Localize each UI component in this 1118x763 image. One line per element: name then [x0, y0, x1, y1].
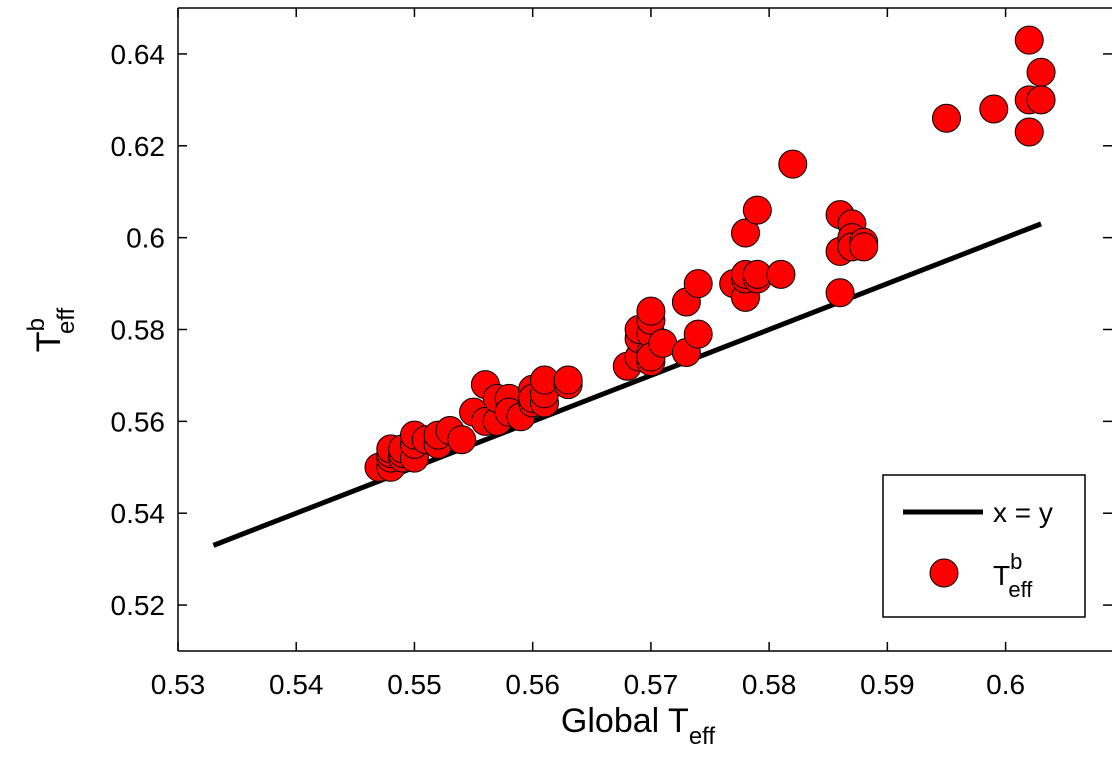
scatter-point: [1026, 57, 1056, 87]
scatter-point: [683, 269, 713, 299]
legend-marker-label-sup: b: [1010, 549, 1022, 574]
legend-marker-label-main: T: [993, 560, 1010, 591]
y-tick-label: 0.56: [111, 406, 166, 437]
y-tick-label: 0.52: [111, 590, 166, 621]
scatter-point: [553, 365, 583, 395]
legend: x = y Tb eff: [882, 474, 1086, 618]
legend-box: [882, 474, 1086, 618]
y-axis-label: Tb eff: [23, 307, 80, 352]
x-axis-label-sub: eff: [689, 723, 716, 750]
scatter-point: [849, 232, 879, 262]
scatter-point: [683, 319, 713, 349]
x-tick-label: 0.58: [742, 669, 797, 700]
scatter-point: [825, 278, 855, 308]
y-tick-label: 0.64: [111, 39, 166, 70]
x-tick-label: 0.57: [624, 669, 679, 700]
legend-line-label: x = y: [993, 497, 1053, 528]
x-tick-label: 0.54: [269, 669, 324, 700]
series-line-x-equals-y: [212, 221, 1042, 548]
x-tick-label: 0.56: [505, 669, 560, 700]
x-axis-label-main: Global T: [561, 702, 689, 740]
scatter-point: [931, 103, 961, 133]
scatter-point: [636, 296, 666, 326]
scatter-point: [742, 195, 772, 225]
legend-marker-swatch: [929, 558, 959, 588]
x-tick-label: 0.6: [986, 669, 1025, 700]
legend-marker-label-sub: eff: [1008, 577, 1033, 602]
y-tick-label: 0.62: [111, 131, 166, 162]
ticks-layer: 0.53 0.54 0.55 0.56 0.57 0.58 0.59 0.6 0.52 0.54 0…: [111, 8, 1112, 700]
x-tick-label: 0.59: [860, 669, 915, 700]
scatter-point: [1014, 25, 1044, 55]
scatter-point: [766, 259, 796, 289]
y-axis-label-main: T: [30, 331, 68, 352]
y-axis-label-sup: b: [23, 318, 50, 331]
scatter-point: [1014, 117, 1044, 147]
y-tick-label: 0.6: [126, 223, 165, 254]
x-axis-label: Global Teff: [561, 702, 715, 750]
y-axis-label-sub: eff: [53, 307, 80, 334]
scatter-point: [979, 94, 1009, 124]
y-tick-label: 0.58: [111, 315, 166, 346]
x-tick-label: 0.55: [387, 669, 442, 700]
legend-marker-label: Tb eff: [993, 549, 1033, 602]
y-tick-label: 0.54: [111, 498, 166, 529]
scatter-point: [730, 218, 760, 248]
scatter-point: [778, 149, 808, 179]
scatter-point: [1026, 85, 1056, 115]
scatter-point: [447, 425, 477, 455]
x-tick-label: 0.53: [151, 669, 206, 700]
marks-layer: [212, 25, 1056, 548]
